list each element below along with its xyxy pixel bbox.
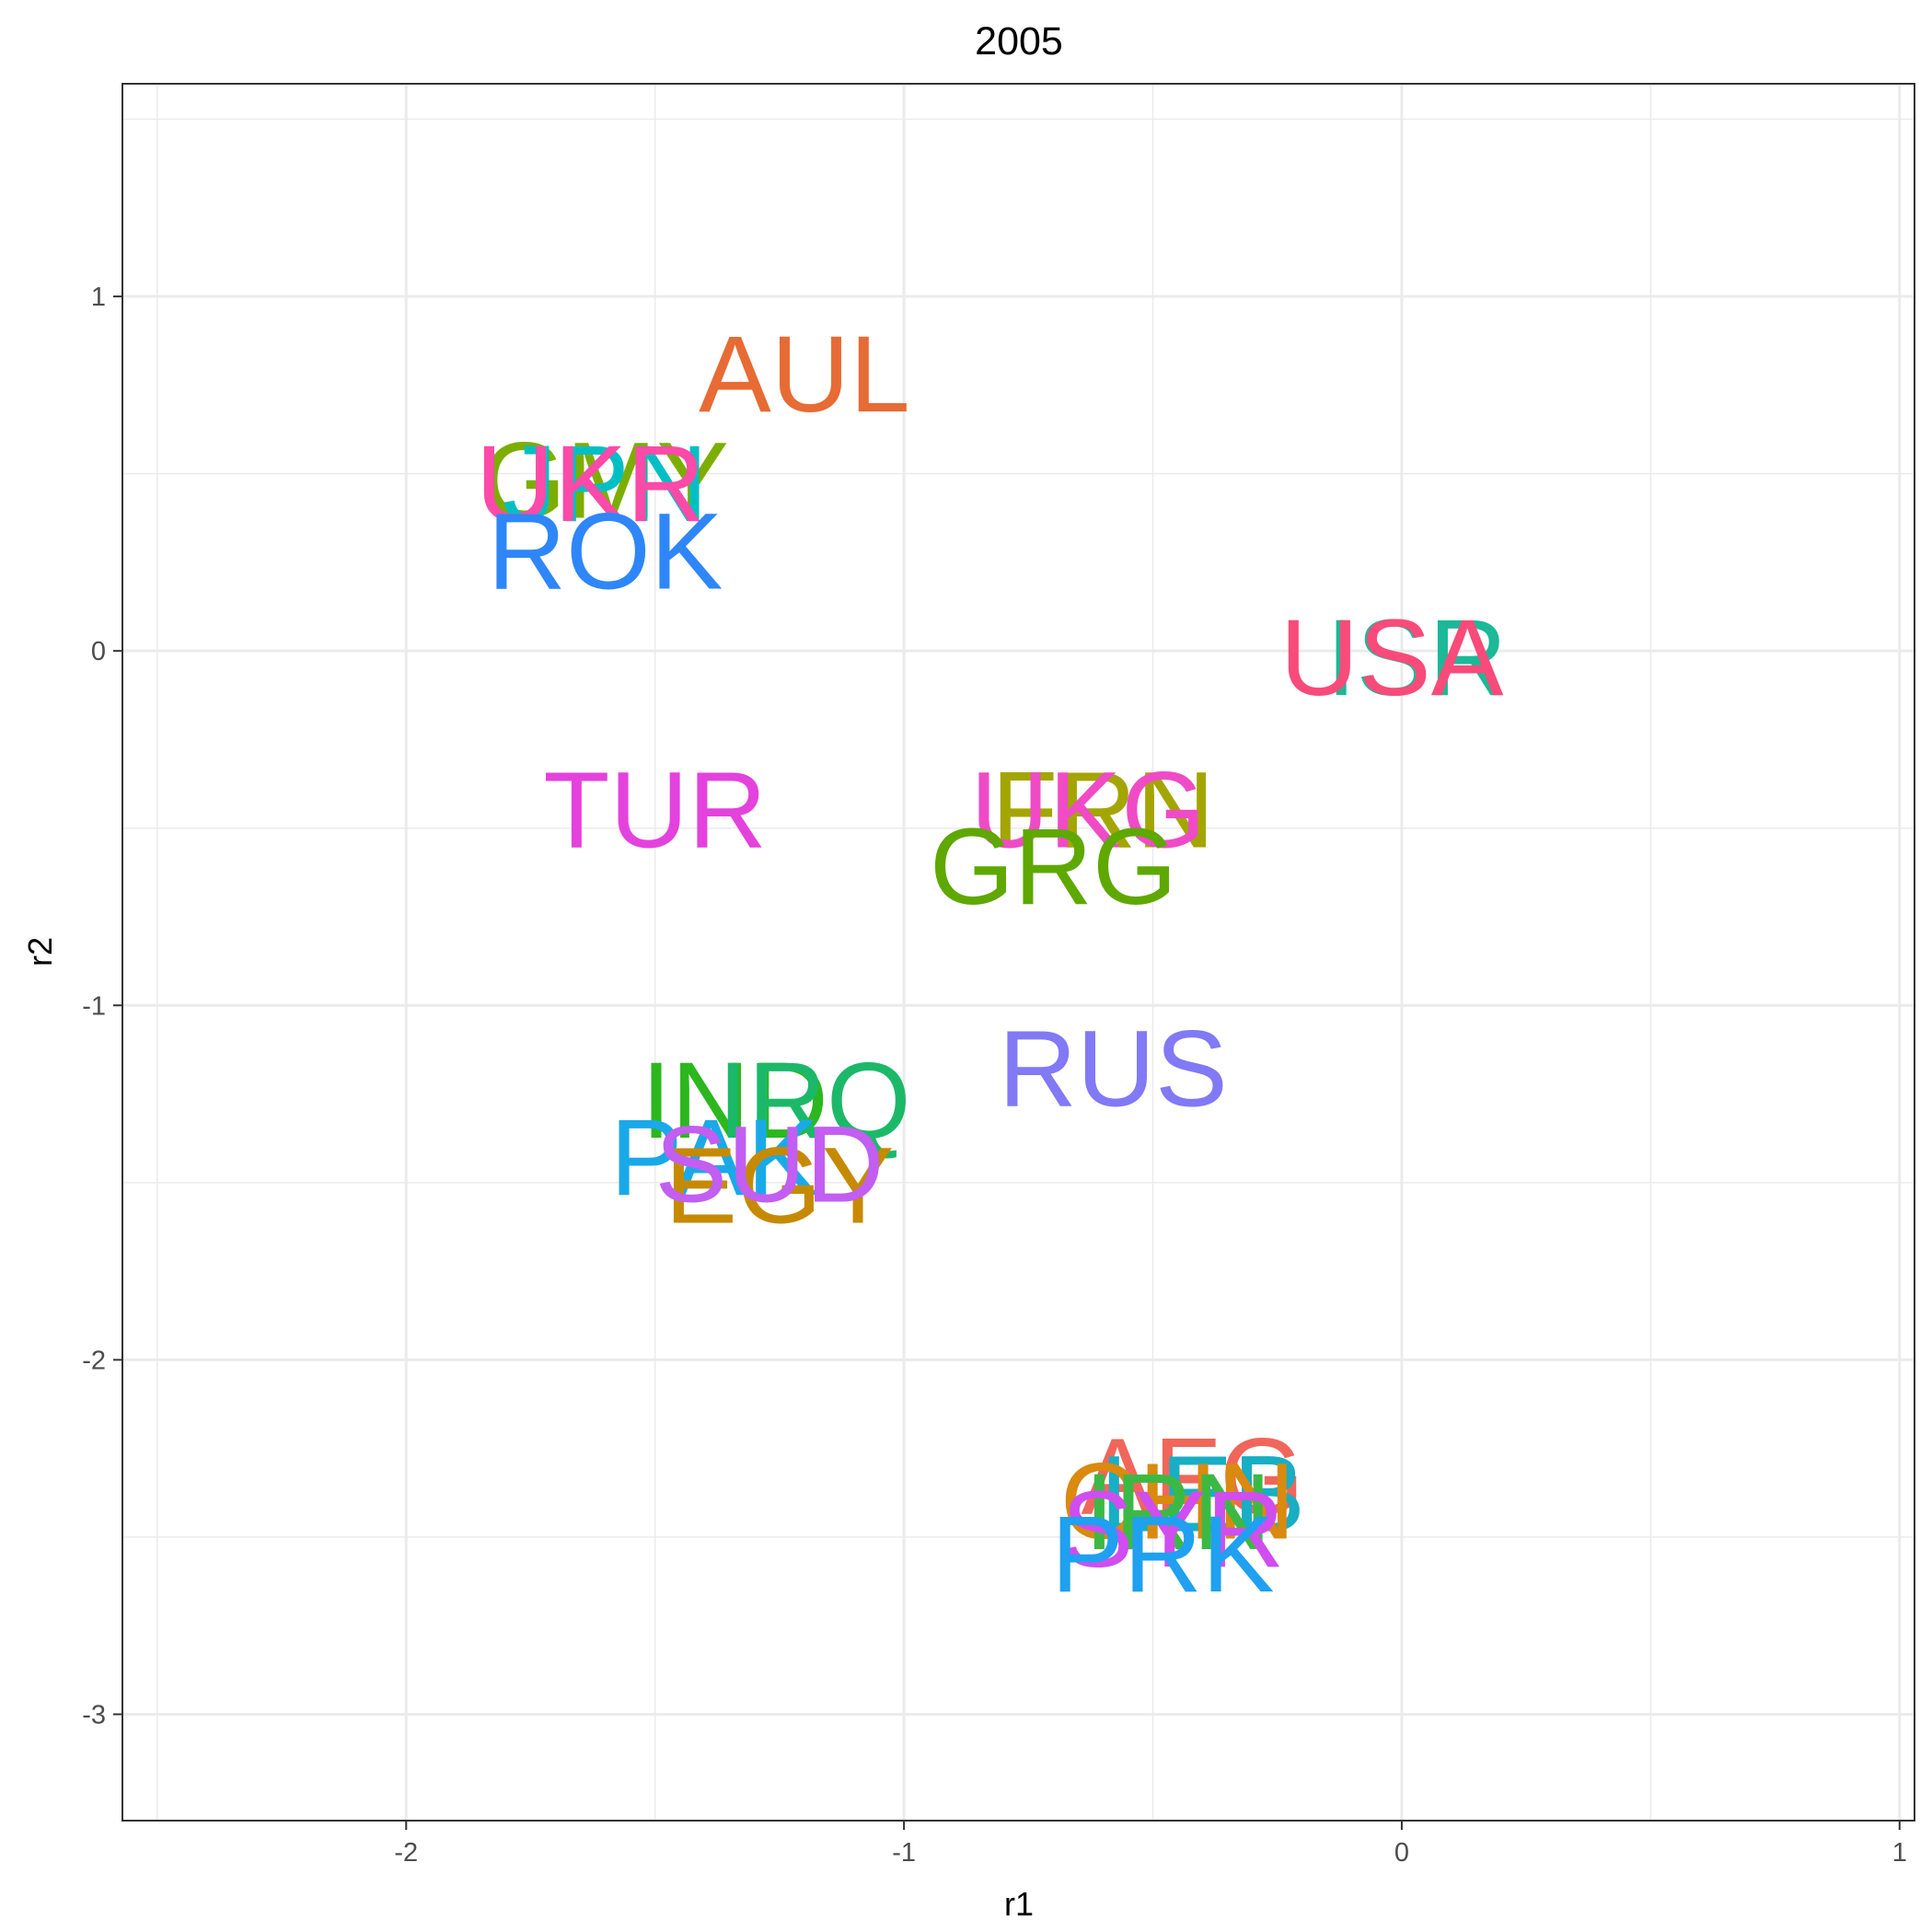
point-label-ind: IND	[642, 1040, 828, 1162]
point-label-prk: PRK	[1051, 1494, 1275, 1615]
point-label-leb: LEB	[1100, 1434, 1305, 1556]
point-label-irq: IRQ	[718, 1040, 911, 1162]
x-axis-title: r1	[1004, 1885, 1034, 1923]
point-label-ukr: UKR	[476, 423, 705, 545]
y-tick-label: -3	[82, 1700, 106, 1730]
y-tick-label: -1	[82, 991, 106, 1021]
point-label-rus: RUS	[999, 1009, 1228, 1130]
point-label-syr: SYR	[1061, 1469, 1285, 1591]
panel-border	[121, 83, 1915, 1822]
point-label-pak: PAK	[610, 1097, 819, 1219]
x-tick-label: -1	[892, 1838, 916, 1868]
grid	[122, 84, 1915, 1821]
point-label-frn: FRN	[991, 749, 1215, 871]
point-label-jpn: JPN	[503, 423, 708, 545]
point-label-egy: EGY	[665, 1126, 894, 1247]
point-label-isr: ISR	[1326, 597, 1508, 719]
y-axis-title: r2	[21, 937, 59, 966]
point-label-afg: AFG	[1082, 1416, 1305, 1537]
y-tick-label: 0	[91, 637, 106, 666]
y-tick-label: 1	[91, 283, 106, 312]
point-label-usa: USA	[1280, 597, 1504, 719]
point-label-rok: ROK	[488, 491, 723, 612]
x-tick-label: 1	[1892, 1838, 1907, 1868]
point-label-sud: SUD	[655, 1105, 885, 1226]
point-label-ukg: UKG	[970, 749, 1206, 871]
chart-title: 2005	[975, 19, 1063, 64]
x-tick-label: -2	[394, 1838, 418, 1868]
x-tick-label: 0	[1394, 1838, 1409, 1868]
point-label-irn: IRN	[1084, 1452, 1271, 1573]
y-tick-label: -2	[82, 1346, 106, 1375]
point-label-tur: TUR	[543, 749, 767, 871]
point-label-chn: CHN	[1060, 1440, 1296, 1562]
point-label-grg: GRG	[930, 806, 1177, 928]
axis-ticks: -2 -1 0 1 -3 -2 -1 0 1	[82, 283, 1907, 1868]
point-label-aul: AUL	[699, 314, 910, 435]
point-label-gmy: GMY	[481, 420, 729, 541]
